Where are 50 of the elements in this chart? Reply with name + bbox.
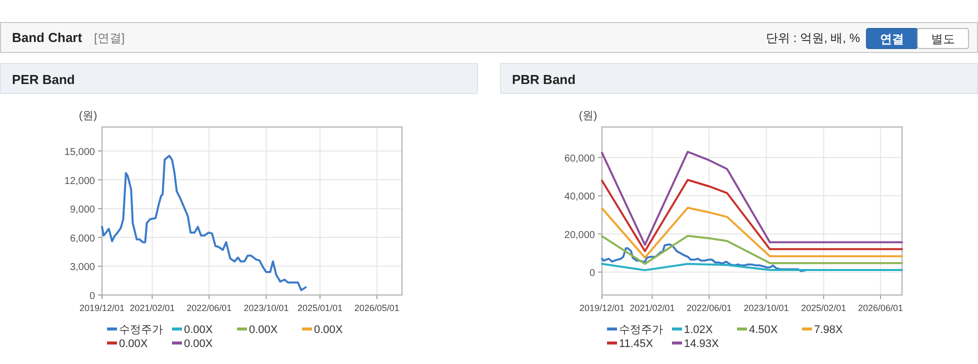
- text: [연결]: [94, 31, 125, 45]
- x-tick-label: 2022/06/01: [186, 303, 232, 313]
- legend-label: 0.00X: [184, 338, 214, 350]
- legend-label: 11.45X: [619, 338, 654, 350]
- text: 단위 : 억원, 배, %: [766, 31, 860, 45]
- legend-label: 0.00X: [119, 338, 148, 350]
- x-tick-label: 2021/02/01: [130, 303, 175, 313]
- y-axis-title: (원): [78, 110, 98, 122]
- y-tick-label: 9,000: [70, 204, 96, 216]
- chart-title: PBR Band: [512, 72, 576, 87]
- y-tick-label: 60,000: [564, 154, 596, 165]
- legend-label: 14.93X: [684, 338, 720, 350]
- line-series: [601, 150, 903, 246]
- legend-label: 4.50X: [749, 324, 778, 336]
- y-tick-label: 0: [589, 268, 596, 280]
- text: Band Chart: [12, 30, 83, 45]
- x-tick-label: 2025/02/01: [801, 303, 846, 313]
- x-tick-label: 2021/02/01: [630, 303, 675, 313]
- line-series: [601, 206, 903, 259]
- y-tick-label: 12,000: [64, 176, 96, 187]
- legend-label: 7.98X: [814, 324, 844, 336]
- x-tick-label: 2023/10/01: [244, 303, 289, 313]
- line-series: [601, 178, 903, 252]
- x-tick-label: 2022/06/01: [686, 303, 732, 313]
- y-tick-label: 15,000: [64, 147, 96, 158]
- line-series: [601, 262, 903, 272]
- legend-label: 수정주가: [119, 324, 163, 336]
- legend-label: 0.00X: [184, 324, 214, 336]
- text: 연결: [880, 32, 904, 46]
- legend-label: 0.00X: [314, 324, 344, 336]
- legend-label: 0.00X: [249, 324, 278, 336]
- y-tick-label: 0: [89, 291, 96, 302]
- x-tick-label: 2025/01/01: [297, 303, 343, 313]
- line-series: [101, 154, 307, 292]
- y-tick-label: 20,000: [564, 230, 596, 241]
- x-tick-label: 2026/06/01: [858, 303, 904, 313]
- legend-label: 1.02X: [684, 324, 714, 336]
- y-tick-label: 3,000: [70, 262, 96, 274]
- x-tick-label: 2019/12/01: [79, 303, 125, 313]
- text: 별도: [931, 32, 955, 46]
- x-tick-label: 2026/05/01: [354, 303, 400, 313]
- chart-title: PER Band: [12, 72, 75, 87]
- x-tick-label: 2023/10/01: [744, 303, 789, 313]
- y-tick-label: 40,000: [564, 192, 596, 203]
- line-series: [601, 243, 807, 272]
- y-tick-label: 6,000: [70, 233, 96, 244]
- x-tick-label: 2019/12/01: [579, 303, 625, 313]
- line-series: [601, 234, 903, 265]
- y-axis-title: (원): [578, 110, 598, 122]
- legend-label: 수정주가: [619, 324, 663, 336]
